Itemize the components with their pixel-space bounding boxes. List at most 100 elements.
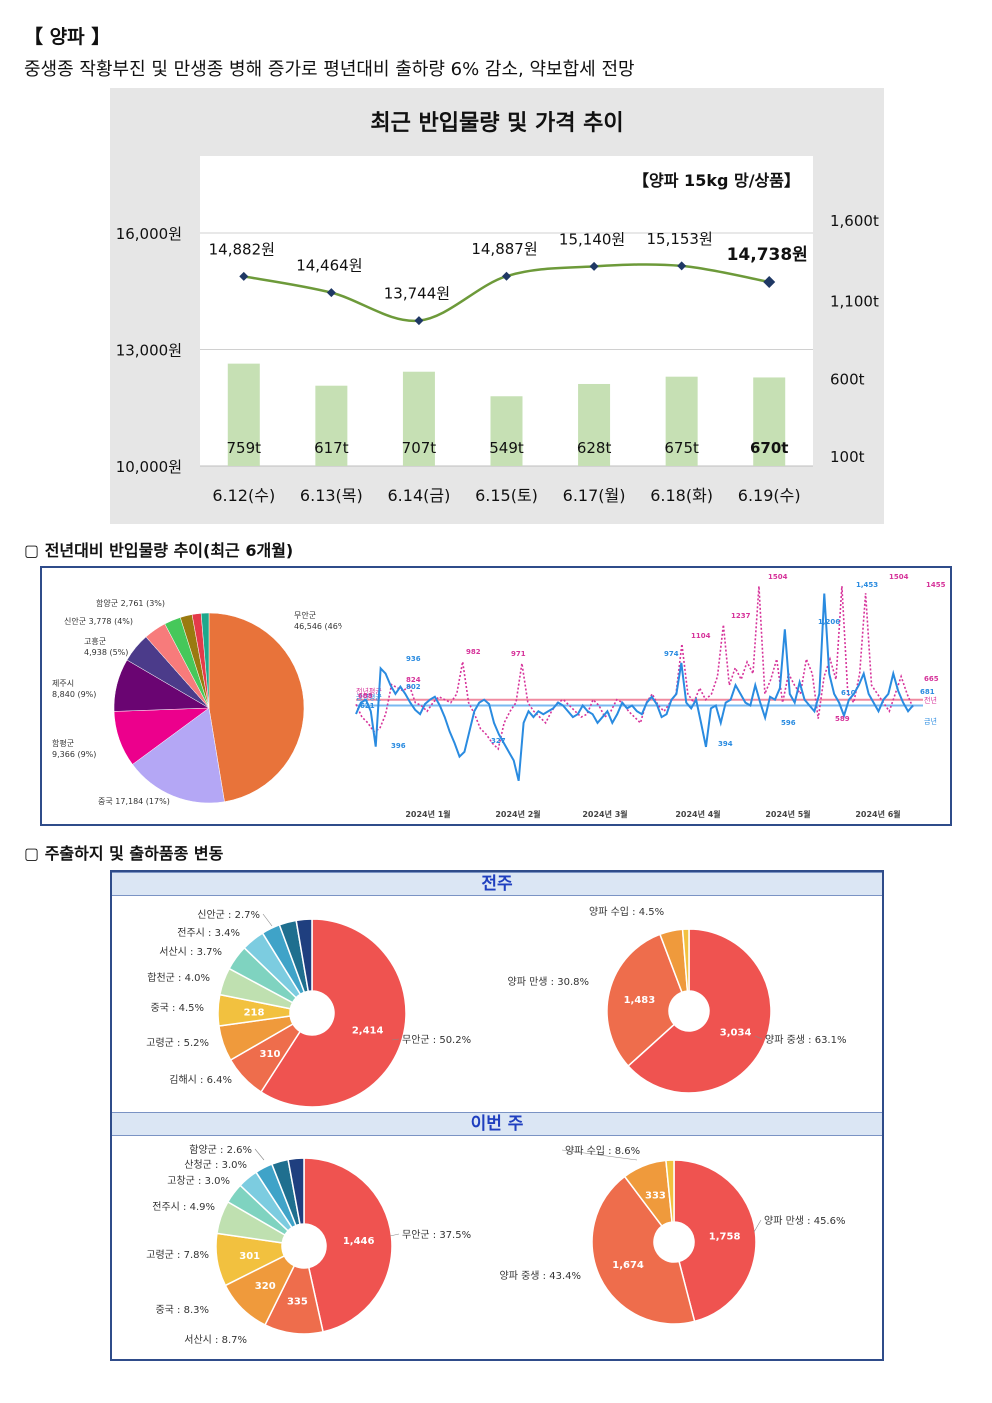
donut-origin-curr: 1,446 무안군 : 37.5% 335 서산시 : 8.7% 320 중국 : 8.3… — [146, 1144, 471, 1346]
price-label: 15,140원 — [559, 230, 625, 248]
section-heading-origin: ▢ 주출하지 및 출하품종 변동 — [24, 844, 224, 863]
donut-variety-prev: 3,034 양파 중생 : 63.1% 1,483 양파 만생 : 30.8% 양파 수… — [508, 905, 846, 1094]
origin-pie-chart: 무안군 46,546 (46%) 중국 17,184 (17%) 함평군 9,366 (… — [52, 599, 342, 806]
pie-label: 신안군 3,778 (4%) — [64, 616, 133, 626]
data-annotation: 1237 — [731, 612, 751, 620]
section-heading-volume: ▢ 전년대비 반입물량 추이(최근 6개월) — [24, 541, 294, 560]
volume-bar — [402, 371, 435, 466]
data-annotation: 974 — [664, 650, 679, 658]
volume-trend-panel: 무안군 46,546 (46%) 중국 17,184 (17%) 함평군 9,366 (… — [40, 566, 952, 826]
x-tick-label: 6.15(토) — [475, 486, 538, 505]
donut-label: 고창군 : 3.0% — [167, 1175, 230, 1187]
leader-line — [262, 913, 273, 927]
price-label: 13,744원 — [384, 285, 450, 303]
leader-line — [753, 1219, 762, 1233]
pie-slice — [200, 612, 210, 709]
data-annotation: 802 — [406, 683, 421, 691]
donut-label: 서산시 : 3.7% — [159, 946, 222, 958]
price-marker — [502, 271, 511, 281]
leader-line — [561, 1149, 638, 1161]
donut-value-label: 218 — [244, 1007, 265, 1018]
donut-slice — [287, 1157, 305, 1226]
band-prev-week: 전주 — [112, 872, 882, 896]
right-tick-label: 100t — [830, 448, 865, 466]
pie-label: 중국 17,184 (17%) — [98, 797, 170, 806]
price-marker — [414, 316, 424, 326]
leader-line — [754, 1035, 763, 1040]
donut-value-label: 1,446 — [343, 1236, 375, 1247]
pie-label: 제주시 — [52, 679, 74, 688]
donut-value-label: 3,034 — [720, 1028, 752, 1039]
donut-label: 서산시 : 8.7% — [184, 1334, 247, 1346]
left-tick-label: 13,000원 — [116, 342, 182, 360]
volume-bar — [665, 376, 698, 466]
legend-cur: 금년 — [924, 716, 937, 725]
donut-label: 중국 : 8.3% — [155, 1304, 209, 1316]
right-tick-label: 1,600t — [830, 212, 879, 230]
donut-label: 합천군 : 4.0% — [147, 972, 210, 984]
donut-label: 산청군 : 3.0% — [184, 1159, 247, 1171]
band-this-week: 이번 주 — [112, 1112, 882, 1136]
donut-slice — [681, 928, 690, 992]
x-tick-label: 2024년 2월 — [495, 809, 540, 819]
headline: 중생종 작황부진 및 만생종 병해 증가로 평년대비 출하량 6% 감소, 약보… — [24, 59, 635, 80]
data-annotation: 1504 — [889, 573, 909, 581]
price-marker — [589, 261, 599, 271]
donut-label: 양파 중생 : 43.4% — [500, 1270, 581, 1282]
donut-value-label: 320 — [255, 1281, 276, 1292]
donut-slice — [259, 918, 407, 1108]
price-marker — [763, 276, 776, 289]
data-annotation: 327 — [491, 737, 506, 745]
x-tick-label: 6.18(화) — [650, 486, 713, 505]
volume-bar — [753, 377, 786, 466]
donut-label: 전주시 : 4.9% — [152, 1201, 215, 1213]
pie-label: 9,366 (9%) — [52, 750, 96, 759]
price-marker — [326, 288, 336, 298]
donut-label: 함양군 : 2.6% — [189, 1144, 252, 1156]
x-tick-label: 2024년 5월 — [765, 809, 810, 819]
price-label: 14,464원 — [296, 257, 362, 275]
pie-label: 4,938 (5%) — [84, 648, 128, 657]
data-annotation: 936 — [406, 655, 421, 663]
page-title: 【 양파 】 — [24, 26, 111, 48]
data-annotation: 596 — [781, 719, 796, 727]
x-tick-label: 6.12(수) — [212, 486, 275, 505]
x-tick-label: 6.14(금) — [388, 486, 451, 505]
volume-label: 675t — [664, 439, 699, 457]
price-label: 14,882원 — [209, 240, 275, 258]
leader-line — [254, 1148, 265, 1161]
x-tick-label: 6.17(월) — [563, 486, 626, 505]
donut-origin-prev: 2,414 무안군 : 50.2% 310 김해시 : 6.4% 고령군 : 5.2% 2… — [146, 909, 471, 1108]
origin-variety-panel: 전주 2,414 무안군 : 50.2% 310 김해시 : 6.4% 고령군 : 5.… — [110, 870, 884, 1361]
unit-note: 【양파 15kg 망/상품】 — [633, 171, 800, 190]
donut-slice — [606, 933, 683, 1068]
donut-slice — [665, 1159, 675, 1223]
data-annotation: 665 — [924, 675, 939, 683]
right-tick-label: 600t — [830, 370, 865, 388]
volume-label: 670t — [750, 439, 788, 457]
data-annotation: 688 — [358, 692, 373, 700]
donut-variety-curr: 1,758 양파 만생 : 45.6% 1,674 양파 중생 : 43.4% 333 양… — [500, 1144, 845, 1325]
price-marker — [239, 271, 249, 281]
data-annotation: 610 — [841, 689, 856, 697]
data-annotation: 971 — [511, 650, 526, 658]
donut-label: 전주시 : 3.4% — [177, 927, 240, 939]
donut-value-label: 335 — [287, 1297, 308, 1308]
volume-bar — [315, 385, 348, 466]
donut-label: 양파 수입 : 4.5% — [589, 905, 664, 918]
donut-label: 양파 만생 : 30.8% — [508, 976, 589, 988]
chart-title: 최근 반입물량 및 가격 추이 — [370, 111, 623, 136]
pie-label: 함평군 — [52, 738, 74, 748]
volume-label: 549t — [489, 439, 524, 457]
data-annotation: 1,206 — [818, 618, 840, 626]
data-annotation: 621 — [360, 702, 375, 710]
data-annotation: 681 — [920, 688, 935, 696]
right-tick-label: 1,100t — [830, 293, 879, 311]
x-tick-label: 6.19(수) — [738, 486, 801, 505]
data-annotation: 824 — [406, 676, 421, 684]
x-tick-label: 6.13(목) — [300, 486, 363, 505]
volume-label: 707t — [402, 439, 437, 457]
price-marker — [677, 261, 687, 271]
donut-value-label: 301 — [239, 1251, 260, 1262]
